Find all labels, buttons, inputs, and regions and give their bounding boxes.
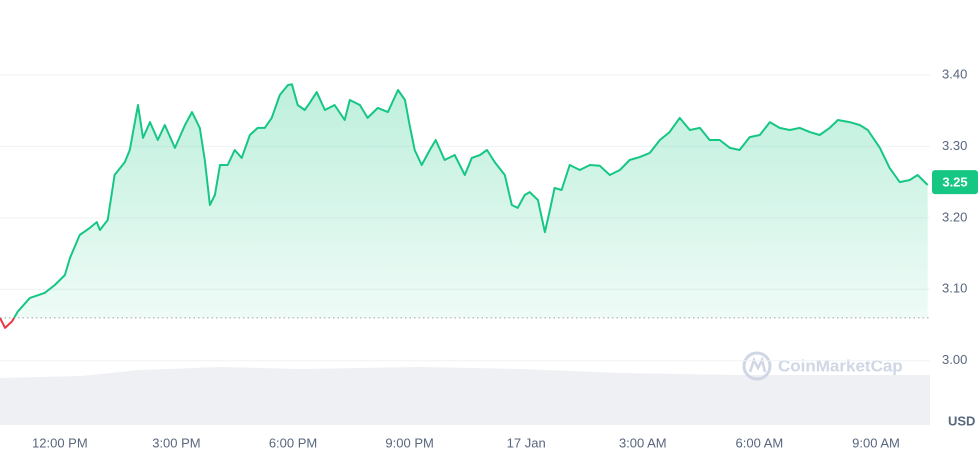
x-tick-label: 9:00 AM (852, 435, 900, 450)
x-tick-label: 6:00 AM (736, 435, 784, 450)
current-price-label: 3.25 (942, 175, 967, 190)
price-line-up (0, 83, 929, 318)
y-tick-label: 3.40 (942, 66, 967, 81)
x-tick-label: 3:00 AM (619, 435, 667, 450)
x-tick-label: 9:00 PM (385, 435, 433, 450)
x-tick-label: 3:00 PM (152, 435, 200, 450)
current-price-badge (932, 170, 978, 195)
watermark-text: CoinMarketCap (778, 356, 903, 375)
y-axis-label: USD (948, 413, 975, 428)
y-tick-label: 3.10 (942, 281, 967, 296)
y-tick-label: 3.30 (942, 138, 967, 153)
volume-area (0, 367, 930, 425)
price-area (14, 84, 928, 318)
y-tick-label: 3.00 (942, 352, 967, 367)
watermark: CoinMarketCap (742, 351, 903, 381)
x-tick-label: 6:00 PM (269, 435, 317, 450)
y-tick-label: 3.20 (942, 209, 967, 224)
x-tick-label: 17 Jan (507, 435, 546, 450)
x-tick-label: 12:00 PM (32, 435, 88, 450)
